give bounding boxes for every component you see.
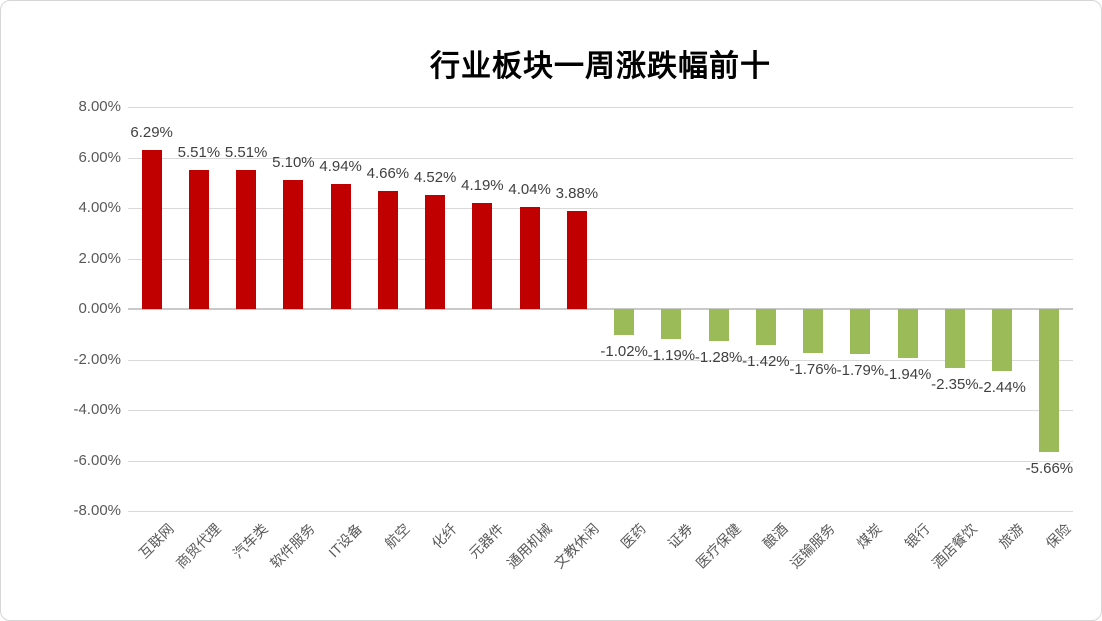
x-axis-category-label: 酒店餐饮 <box>928 520 980 572</box>
bar-value-label: 4.94% <box>319 158 362 176</box>
x-axis-category-label: 化纤 <box>428 520 460 552</box>
y-axis-tick-label: -2.00% <box>73 350 121 368</box>
bar-value-label: 5.51% <box>177 143 221 161</box>
bar-value-label: -1.79% <box>836 362 885 380</box>
bar-negative <box>755 309 776 345</box>
bar-negative <box>1039 309 1060 452</box>
bar-value-label: -2.44% <box>978 378 1026 396</box>
bar-value-label: -1.76% <box>789 361 837 379</box>
bar-value-label: -1.19% <box>647 347 696 365</box>
bar-positive <box>425 194 446 309</box>
bar-negative <box>992 309 1013 371</box>
gridline <box>128 208 1073 209</box>
bar-value-label: 5.10% <box>272 154 315 172</box>
bar-value-label: 4.19% <box>461 177 504 195</box>
bar-negative <box>850 309 871 355</box>
bar-value-label: 4.52% <box>413 168 457 186</box>
bar-value-label: -1.28% <box>694 349 743 367</box>
gridline <box>128 460 1073 462</box>
x-axis-category-label: 证券 <box>664 520 697 552</box>
gridline <box>128 359 1073 361</box>
y-axis-tick-label: -6.00% <box>73 451 121 469</box>
gridline <box>128 258 1073 260</box>
y-axis-tick-label: -8.00% <box>73 502 121 519</box>
y-axis-tick-label: -4.00% <box>73 401 121 418</box>
bar-negative <box>661 309 682 340</box>
zero-axis-line <box>128 308 1073 310</box>
y-axis-tick-label: 2.00% <box>78 249 121 267</box>
bar-value-label: -1.42% <box>742 352 790 370</box>
x-axis-category-label: 元器件 <box>466 520 508 562</box>
gridline <box>128 410 1073 411</box>
y-axis-tick-label: 8.00% <box>78 98 121 115</box>
x-axis-category-label: 银行 <box>901 520 933 552</box>
x-axis-category-label: 航空 <box>381 520 413 552</box>
bar-positive <box>283 180 304 309</box>
bar-value-label: -5.66% <box>1025 459 1074 477</box>
bar-negative <box>708 309 729 342</box>
x-axis-category-label: 商贸代理 <box>172 520 224 572</box>
chart-title: 行业板块一周涨跌幅前十 <box>430 49 771 84</box>
bar-value-label: -1.94% <box>883 365 932 383</box>
bar-negative <box>803 309 824 354</box>
bar-positive <box>519 206 540 309</box>
bar-value-label: -1.02% <box>600 342 648 360</box>
bar-negative <box>944 309 965 369</box>
x-axis-category-label: 保险 <box>1042 520 1075 552</box>
x-axis-category-label: 煤炭 <box>853 520 886 552</box>
bar-positive <box>472 203 493 309</box>
bar-positive <box>236 169 257 309</box>
x-axis-category-label: 酿酒 <box>759 520 791 552</box>
x-axis-category-label: 运输服务 <box>786 520 838 572</box>
bar-value-label: -2.35% <box>931 376 979 394</box>
x-axis-category-label: IT设备 <box>325 520 366 561</box>
bar-value-label: 4.66% <box>366 165 410 183</box>
x-axis-category-label: 医疗保健 <box>692 520 744 572</box>
bar-value-label: 6.29% <box>130 124 173 142</box>
y-axis-tick-label: 4.00% <box>78 199 121 216</box>
bar-value-label: 3.88% <box>555 185 599 203</box>
bar-positive <box>188 169 209 309</box>
bar-positive <box>566 211 587 309</box>
x-axis-category-label: 旅游 <box>995 520 1027 552</box>
x-axis-category-label: 医药 <box>617 520 649 552</box>
gridline <box>128 511 1073 512</box>
y-axis-tick-label: 0.00% <box>78 300 121 317</box>
bar-negative <box>897 309 918 358</box>
bar-value-label: 4.04% <box>508 180 551 198</box>
x-axis-category-label: 汽车类 <box>229 520 271 562</box>
bar-positive <box>330 184 351 309</box>
bar-value-label: 5.51% <box>224 143 268 161</box>
x-axis-category-label: 互联网 <box>135 520 177 562</box>
bar-positive <box>141 150 162 309</box>
x-axis-category-label: 软件服务 <box>267 520 319 572</box>
y-axis-tick-label: 6.00% <box>78 148 121 166</box>
x-axis-category-label: 文教休闲 <box>550 520 602 572</box>
bar-negative <box>614 309 635 335</box>
gridline <box>128 107 1073 108</box>
gridline <box>128 157 1073 159</box>
x-axis-category-label: 通用机械 <box>503 520 555 572</box>
bar-positive <box>377 191 398 309</box>
